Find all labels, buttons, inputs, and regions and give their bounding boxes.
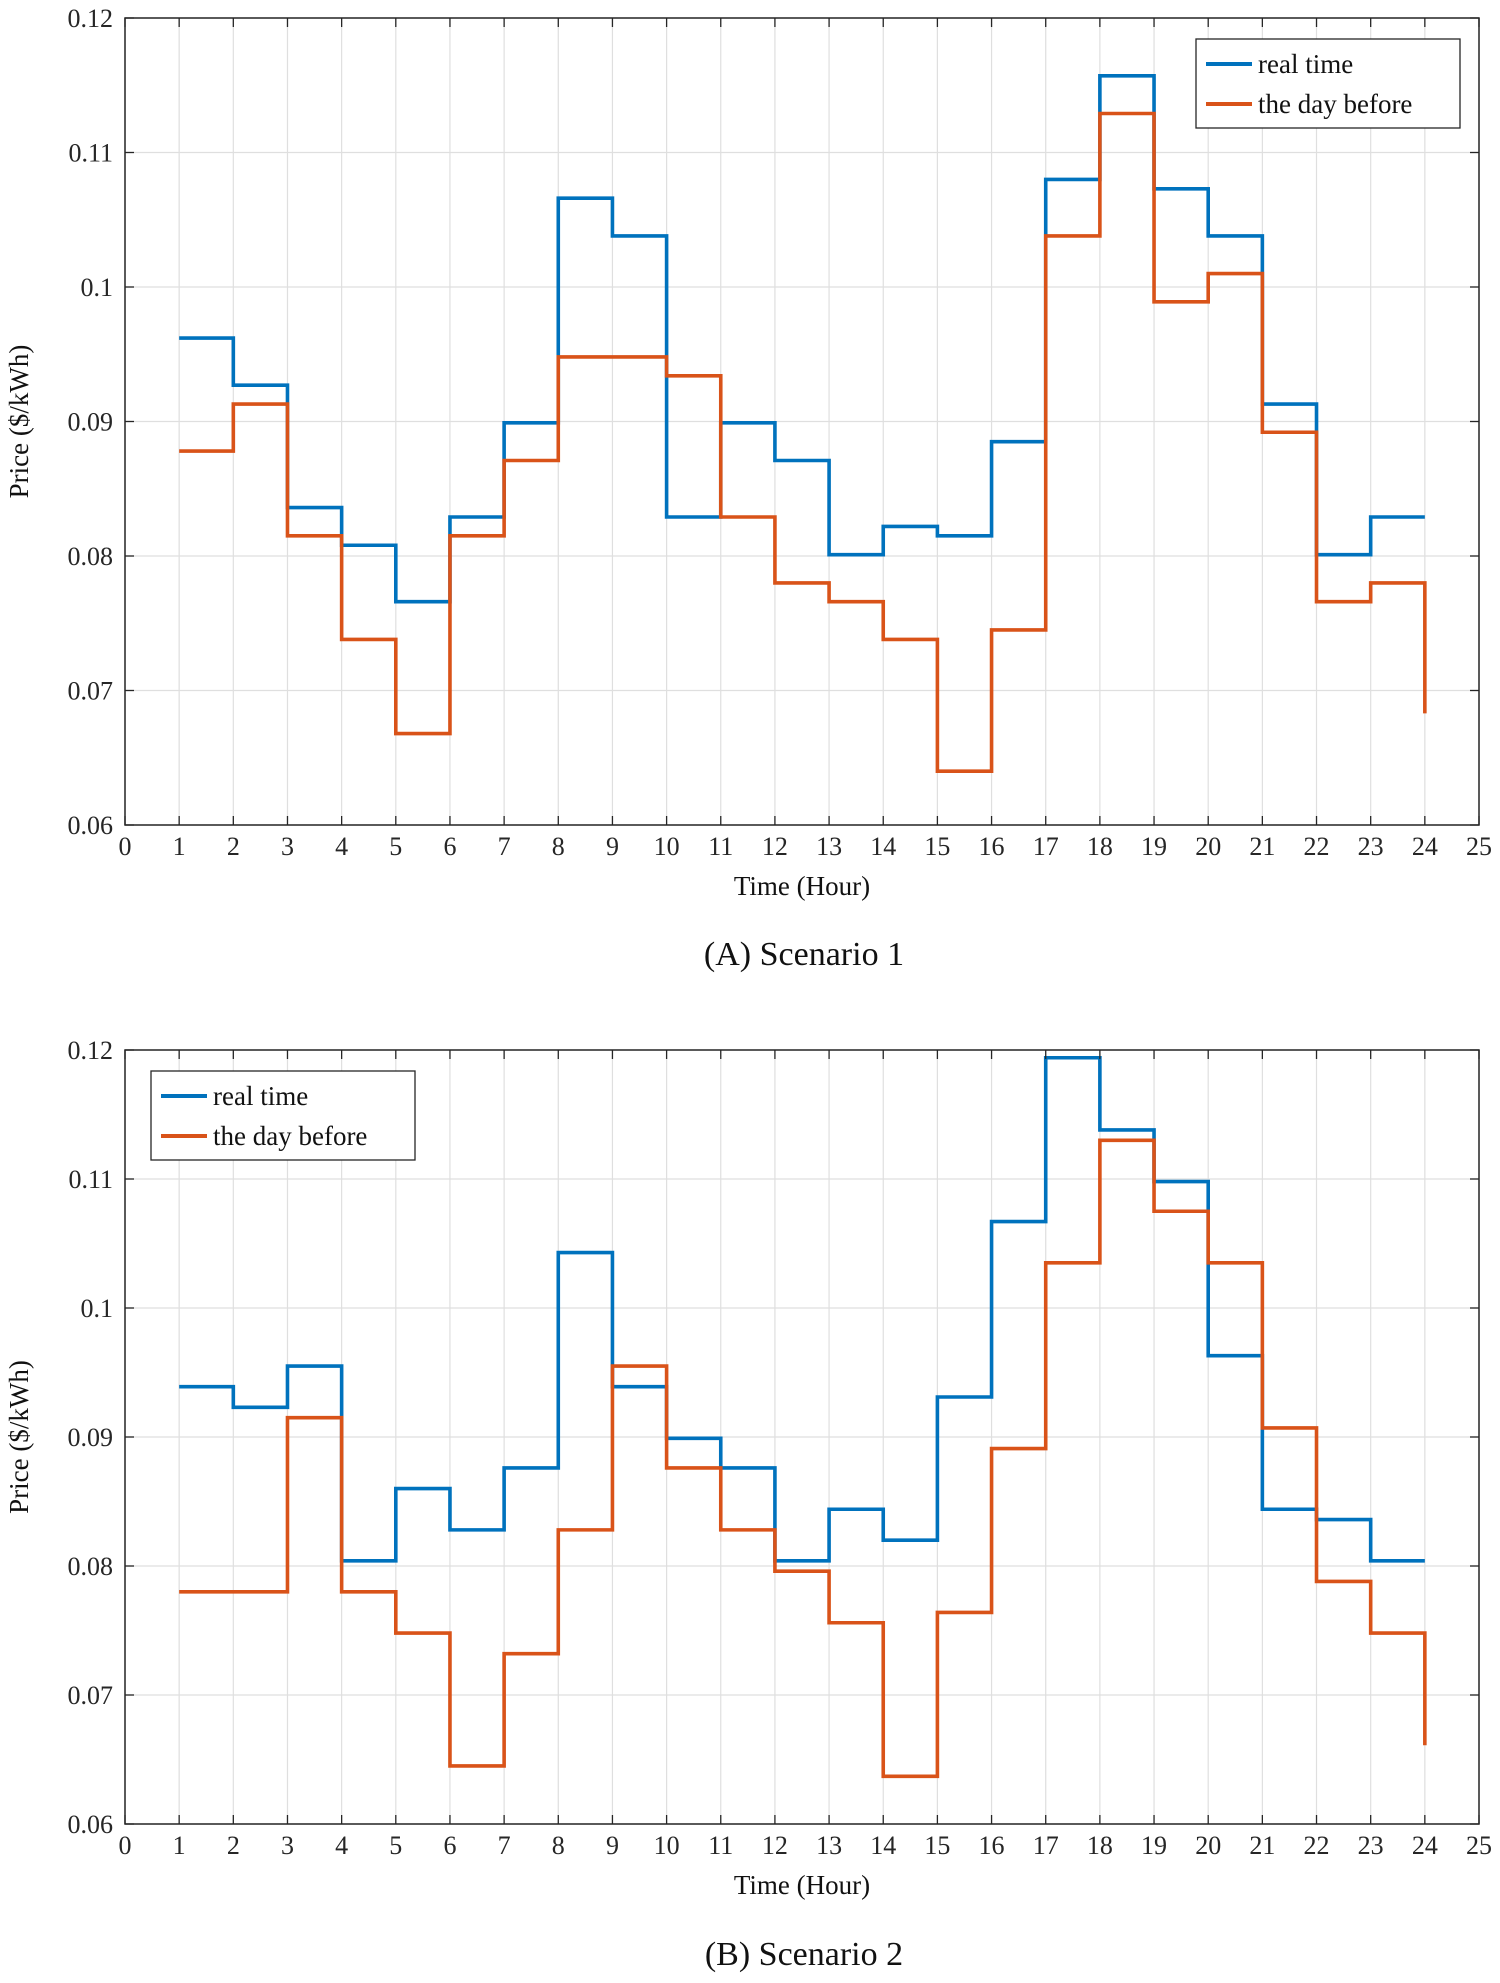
x-tick-label: 9 xyxy=(606,832,619,861)
series-line-real-time xyxy=(179,74,1425,604)
chart-panel-2: 0 1 2 3 4 5 6 7 8 9 10 11 12 13 14 15 16 17 18 19 20 21 22 23 24… xyxy=(4,1036,1492,1973)
x-tick-label: 8 xyxy=(552,832,565,861)
x-tick-label: 22 xyxy=(1304,832,1330,861)
x-tick-label: 13 xyxy=(816,832,842,861)
series-line-the-day-before xyxy=(179,111,1427,773)
x-tick-label: 25 xyxy=(1466,832,1492,861)
y-tick-label: 0.07 xyxy=(68,677,114,706)
x-tick-label: 23 xyxy=(1358,1831,1384,1860)
x-tick-label: 5 xyxy=(389,832,402,861)
x-tick-label: 21 xyxy=(1249,1831,1275,1860)
x-tick-label: 13 xyxy=(816,1831,842,1860)
x-tick-label: 23 xyxy=(1358,832,1384,861)
x-tick-label: 19 xyxy=(1141,1831,1167,1860)
x-tick-label: 19 xyxy=(1141,832,1167,861)
legend-label: real time xyxy=(213,1081,308,1111)
x-tick-label: 10 xyxy=(654,1831,680,1860)
y-tick-label: 0.08 xyxy=(68,542,114,571)
legend-label: the day before xyxy=(213,1121,367,1151)
x-tick-label: 9 xyxy=(606,1831,619,1860)
y-tick-label: 0.08 xyxy=(68,1552,114,1581)
y-tick-label: 0.1 xyxy=(81,1294,114,1323)
y-tick-label: 0.09 xyxy=(68,408,114,437)
x-tick-label: 16 xyxy=(979,1831,1005,1860)
x-tick-label: 4 xyxy=(335,1831,348,1860)
x-tick-label: 17 xyxy=(1033,832,1059,861)
x-tick-label: 11 xyxy=(708,1831,733,1860)
y-tick-label: 0.11 xyxy=(68,139,113,168)
x-tick-label: 14 xyxy=(870,1831,896,1860)
x-tick-label: 15 xyxy=(924,1831,950,1860)
x-tick-label: 18 xyxy=(1087,832,1113,861)
x-tick-label: 6 xyxy=(443,1831,456,1860)
x-tick-label: 11 xyxy=(708,832,733,861)
x-tick-label: 8 xyxy=(552,1831,565,1860)
legend-box xyxy=(1195,38,1461,129)
y-tick-label: 0.07 xyxy=(68,1681,114,1710)
x-tick-label: 3 xyxy=(281,1831,294,1860)
y-axis-label: Price ($/kWh) xyxy=(4,1360,34,1514)
x-tick-label: 15 xyxy=(924,832,950,861)
x-tick-label: 20 xyxy=(1195,832,1221,861)
legend-label: real time xyxy=(1258,49,1353,79)
x-tick-label: 5 xyxy=(389,1831,402,1860)
x-tick-label: 1 xyxy=(173,1831,186,1860)
panel-caption: (B) Scenario 2 xyxy=(705,1936,903,1973)
legend-box xyxy=(150,1070,416,1161)
legend-label: the day before xyxy=(1258,89,1412,119)
y-tick-label: 0.12 xyxy=(68,1036,114,1065)
y-tick-label: 0.1 xyxy=(81,273,114,302)
legend: real time the day before xyxy=(150,1070,416,1161)
panel-caption: (A) Scenario 1 xyxy=(704,936,904,973)
y-tick-label: 0.11 xyxy=(68,1165,113,1194)
legend: real time the day before xyxy=(1195,38,1461,129)
x-tick-label: 17 xyxy=(1033,1831,1059,1860)
x-tick-label: 24 xyxy=(1412,832,1438,861)
x-tick-label: 1 xyxy=(173,832,186,861)
x-tick-label: 4 xyxy=(335,832,348,861)
x-tick-label: 6 xyxy=(443,832,456,861)
x-axis-label: Time (Hour) xyxy=(734,1870,870,1900)
x-tick-label: 18 xyxy=(1087,1831,1113,1860)
y-tick-label: 0.06 xyxy=(68,1810,114,1839)
x-axis-label: Time (Hour) xyxy=(734,871,870,901)
x-tick-label: 2 xyxy=(227,832,240,861)
x-tick-label: 20 xyxy=(1195,1831,1221,1860)
x-tick-label: 21 xyxy=(1249,832,1275,861)
x-tick-label: 0 xyxy=(119,832,132,861)
x-tick-label: 12 xyxy=(762,1831,788,1860)
x-tick-label: 3 xyxy=(281,832,294,861)
y-tick-label: 0.06 xyxy=(68,811,114,840)
x-tick-label: 0 xyxy=(119,1831,132,1860)
x-tick-label: 7 xyxy=(498,832,511,861)
x-tick-label: 22 xyxy=(1304,1831,1330,1860)
x-tick-label: 25 xyxy=(1466,1831,1492,1860)
x-tick-label: 12 xyxy=(762,832,788,861)
x-tick-label: 7 xyxy=(498,1831,511,1860)
y-tick-label: 0.09 xyxy=(68,1423,114,1452)
x-tick-label: 14 xyxy=(870,832,896,861)
x-tick-label: 16 xyxy=(979,832,1005,861)
x-tick-label: 10 xyxy=(654,832,680,861)
series-line-real-time xyxy=(179,1055,1425,1563)
x-tick-label: 2 xyxy=(227,1831,240,1860)
y-axis-label: Price ($/kWh) xyxy=(4,345,34,499)
chart-panel-1: 0 1 2 3 4 5 6 7 8 9 10 11 12 13 14 15 16 17 18 19 20 21 22 23 24… xyxy=(4,4,1492,973)
x-tick-label: 24 xyxy=(1412,1831,1438,1860)
y-tick-label: 0.12 xyxy=(68,4,114,33)
series-line-the-day-before xyxy=(179,1138,1427,1779)
